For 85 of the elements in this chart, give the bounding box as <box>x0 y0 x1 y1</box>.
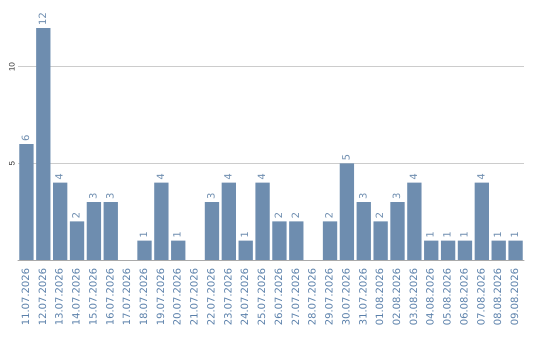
data-label: 2 <box>72 212 83 218</box>
data-label: 4 <box>408 173 420 180</box>
x-tick-label: 17.07.2026 <box>122 268 134 326</box>
bar <box>70 221 84 260</box>
bar <box>407 182 422 260</box>
data-label: 2 <box>274 212 285 218</box>
data-label: 4 <box>156 173 167 180</box>
bar <box>458 240 472 260</box>
x-tick-label: 27.07.2026 <box>290 268 302 326</box>
bar <box>373 221 388 260</box>
x-tick-label: 19.07.2026 <box>156 268 167 326</box>
data-label: 12 <box>38 12 49 25</box>
x-tick-label: 02.08.2026 <box>392 268 403 326</box>
data-label: 1 <box>240 231 252 238</box>
x-tick-label: 31.07.2026 <box>358 268 370 326</box>
x-tick-label: 08.08.2026 <box>493 268 504 326</box>
x-tick-label: 18.07.2026 <box>139 268 150 326</box>
data-label: 3 <box>206 192 218 199</box>
bar <box>19 144 34 260</box>
x-tick-label: 12.07.2026 <box>38 268 49 326</box>
x-tick-label: 30.07.2026 <box>341 268 352 326</box>
x-tick-label: 24.07.2026 <box>240 268 252 326</box>
data-label: 4 <box>223 173 234 180</box>
bar <box>204 202 220 260</box>
x-tick-label: 28.07.2026 <box>308 268 319 326</box>
bar <box>53 182 68 260</box>
data-label: 1 <box>459 231 470 238</box>
x-tick-label: 22.07.2026 <box>206 268 218 326</box>
bar <box>36 28 50 260</box>
bar <box>390 202 405 260</box>
data-label: 4 <box>54 173 66 180</box>
bar <box>492 240 506 260</box>
x-tick-label: 16.07.2026 <box>105 268 116 326</box>
x-tick-label: 23.07.2026 <box>223 268 234 326</box>
x-tick-label: 01.08.2026 <box>375 268 386 326</box>
x-tick-label: 14.07.2026 <box>72 268 83 326</box>
bar <box>440 240 456 260</box>
x-tick-label: 05.08.2026 <box>442 268 454 326</box>
bar <box>137 240 152 260</box>
data-label: 1 <box>442 231 454 238</box>
data-label: 3 <box>358 192 370 199</box>
bar <box>474 182 489 260</box>
bar <box>508 240 523 260</box>
x-tick-label: 29.07.2026 <box>324 268 336 326</box>
x-tick-label: 21.07.2026 <box>190 268 201 326</box>
bar <box>322 221 338 260</box>
data-label: 2 <box>375 212 386 218</box>
bar <box>222 182 236 260</box>
data-label: 3 <box>392 192 403 199</box>
x-tick-label: 13.07.2026 <box>54 268 66 326</box>
x-tick-label: 20.07.2026 <box>172 268 184 326</box>
x-tick-label: 25.07.2026 <box>257 268 268 326</box>
bar <box>340 163 354 260</box>
data-label: 1 <box>172 231 184 238</box>
data-label: 1 <box>510 231 522 238</box>
bar <box>255 182 270 260</box>
data-label: 3 <box>88 192 100 199</box>
x-tick-label: 15.07.2026 <box>88 268 100 326</box>
x-tick-label: 04.08.2026 <box>426 268 437 326</box>
bar <box>424 240 438 260</box>
bar <box>86 202 102 260</box>
bar <box>289 221 304 260</box>
bar <box>238 240 253 260</box>
x-tick-label: 11.07.2026 <box>20 268 32 326</box>
bar <box>104 202 118 260</box>
bar <box>171 240 186 260</box>
x-tick-label: 03.08.2026 <box>408 268 420 326</box>
data-label: 1 <box>139 231 150 238</box>
data-label: 2 <box>290 212 302 218</box>
bar <box>356 202 371 260</box>
data-label: 3 <box>105 192 116 199</box>
bar <box>154 182 169 260</box>
y-tick-label: 10 <box>8 62 16 72</box>
data-label: 1 <box>426 231 437 238</box>
bar <box>272 221 287 260</box>
data-label: 6 <box>20 134 32 141</box>
x-tick-label: 07.08.2026 <box>476 268 488 326</box>
x-tick-label: 09.08.2026 <box>510 268 522 326</box>
data-label: 5 <box>341 154 352 160</box>
data-label: 4 <box>257 173 268 180</box>
data-label: 4 <box>476 173 488 180</box>
data-label: 1 <box>493 231 504 238</box>
data-label: 2 <box>324 212 336 218</box>
x-tick-label: 26.07.2026 <box>274 268 285 326</box>
x-tick-label: 06.08.2026 <box>459 268 470 326</box>
